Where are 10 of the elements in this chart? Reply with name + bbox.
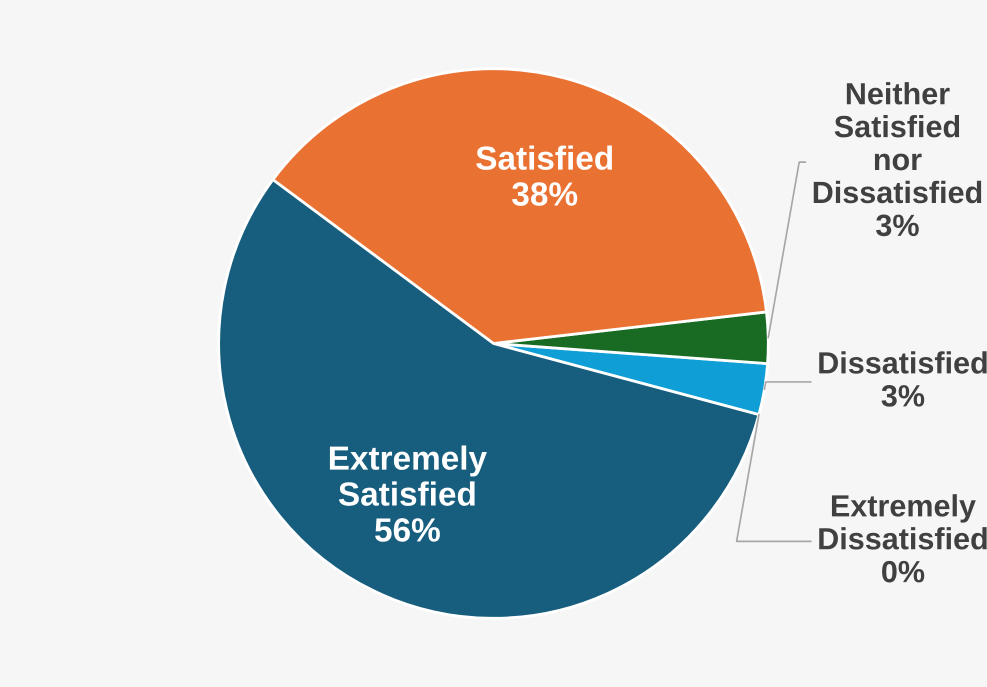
data-label: 56% bbox=[375, 518, 440, 542]
text: 0% bbox=[882, 560, 924, 582]
slice-label: Satisfied bbox=[476, 145, 612, 170]
category-label: Extremely Dissatisfied bbox=[819, 494, 987, 550]
slice-label: Extremely Satisfied bbox=[330, 445, 487, 506]
data-label: 3% bbox=[876, 214, 919, 236]
data-label: 3% bbox=[882, 384, 924, 407]
slice-label: Dissatisfied bbox=[819, 351, 987, 374]
slice-label: Neither Satisfied nor Dissatisfied bbox=[814, 82, 982, 204]
data-label: 38% bbox=[512, 182, 578, 206]
